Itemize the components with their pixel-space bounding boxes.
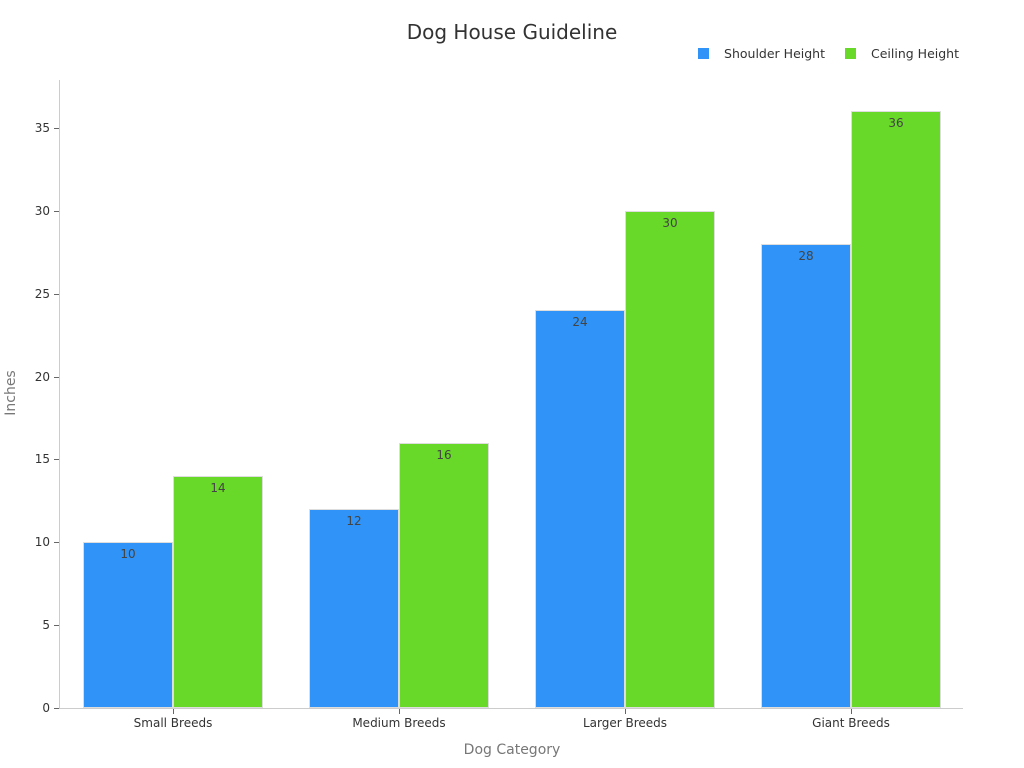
bar-shoulder-height[interactable]: 10	[83, 542, 173, 708]
bar-value-label: 10	[120, 547, 136, 562]
bar-value-label: 24	[572, 315, 588, 330]
y-tick: 10	[0, 535, 60, 549]
bar-value-label: 12	[346, 514, 362, 529]
y-tick-label: 25	[34, 286, 50, 301]
y-tick: 15	[0, 452, 60, 466]
bar-value-label: 14	[210, 481, 226, 495]
x-tick-mark	[625, 709, 626, 714]
bar-ceiling-height[interactable]: 14	[173, 476, 263, 708]
x-tick-mark	[173, 709, 174, 714]
y-tick: 0	[0, 701, 60, 715]
x-axis-line	[59, 708, 963, 709]
x-tick-label: Giant Breeds	[812, 716, 890, 730]
bar-ceiling-height[interactable]: 30	[625, 210, 715, 708]
bar-ceiling-height[interactable]: 36	[851, 111, 941, 708]
bar-shoulder-height[interactable]: 12	[309, 509, 399, 708]
y-tick-label: 10	[34, 535, 50, 550]
legend-label: Ceiling Height	[871, 46, 959, 61]
y-tick: 35	[0, 121, 60, 135]
x-tick-label: Larger Breeds	[582, 716, 668, 730]
y-tick: 5	[0, 618, 60, 632]
x-tick-label: Small Breeds	[133, 716, 213, 730]
y-axis-line	[59, 80, 60, 709]
bar-value-label: 28	[798, 249, 814, 263]
bar-shoulder-height[interactable]: 28	[761, 244, 851, 708]
legend-swatch-ceiling-icon	[845, 48, 856, 59]
y-tick-label: 5	[42, 618, 50, 633]
x-tick-mark	[851, 709, 852, 714]
y-tick: 25	[0, 287, 60, 301]
y-tick: 20	[0, 370, 60, 384]
y-tick-mark	[54, 708, 59, 709]
legend-item-shoulder-height[interactable]: Shoulder Height	[698, 46, 825, 61]
y-tick-label: 20	[34, 369, 50, 384]
y-tick-label: 35	[34, 121, 50, 135]
y-tick-mark	[54, 293, 59, 295]
y-tick-mark	[54, 625, 59, 627]
y-tick-label: 0	[42, 701, 50, 715]
y-tick-mark	[54, 376, 59, 378]
y-tick-label: 15	[34, 452, 50, 467]
bar-ceiling-height[interactable]: 16	[399, 442, 489, 708]
legend-label: Shoulder Height	[724, 46, 825, 61]
y-tick-mark	[54, 128, 59, 129]
legend-item-ceiling-height[interactable]: Ceiling Height	[845, 46, 959, 61]
bar-value-label: 16	[436, 447, 452, 462]
legend-swatch-shoulder-icon	[698, 48, 710, 59]
x-tick-label: Medium Breeds	[352, 716, 446, 730]
y-tick: 30	[0, 204, 60, 218]
y-tick-mark	[54, 210, 59, 212]
x-tick-mark	[399, 709, 400, 714]
bar-value-label: 36	[888, 116, 904, 131]
legend: Shoulder Height Ceiling Height	[678, 46, 959, 61]
y-tick-label: 30	[34, 203, 50, 218]
bar-value-label: 30	[662, 215, 678, 230]
y-tick-mark	[54, 459, 59, 461]
y-tick-mark	[54, 542, 59, 544]
chart-title: Dog House Guideline	[406, 20, 618, 44]
bar-shoulder-height[interactable]: 24	[535, 310, 625, 708]
x-axis-label: Dog Category	[463, 742, 561, 758]
